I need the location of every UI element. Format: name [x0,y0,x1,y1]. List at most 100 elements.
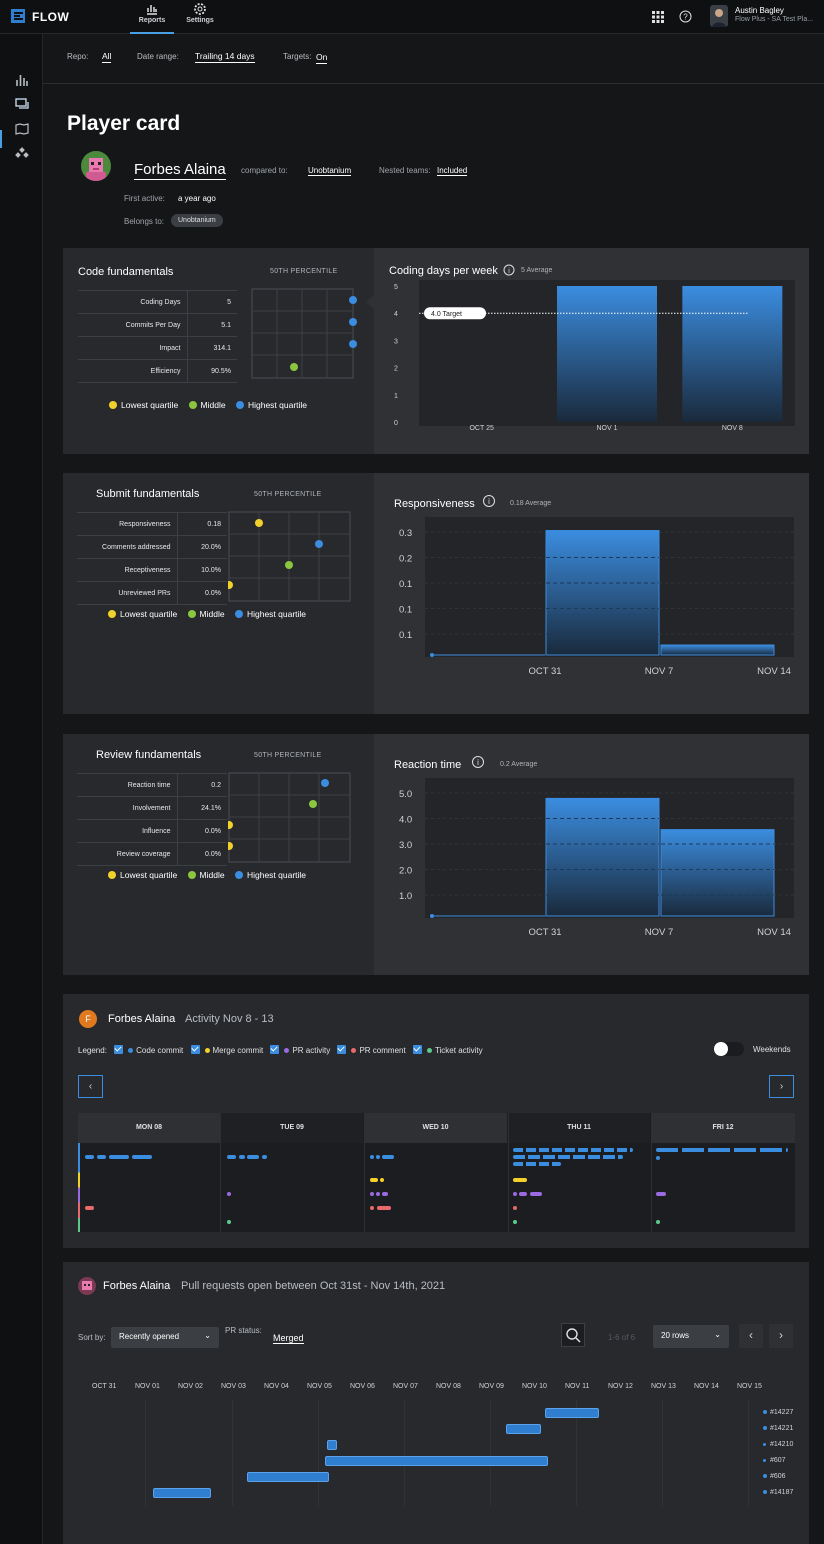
code-commit-mark[interactable] [262,1155,267,1159]
pr-label[interactable]: #14210 [763,1441,793,1448]
user-avatar[interactable] [710,5,728,27]
help-icon[interactable]: ? [679,10,692,23]
modules-icon[interactable] [14,146,30,162]
date-column-label: NOV 09 [479,1383,504,1390]
merge-commit-mark[interactable] [380,1178,384,1182]
submit-metrics-table: Responsiveness 0.18 Comments addressed 20.… [77,512,227,605]
pr-activity-mark[interactable] [376,1192,380,1196]
search-button[interactable] [561,1323,585,1347]
pr-activity-mark[interactable] [519,1192,527,1196]
pr-label[interactable]: #14221 [763,1425,793,1432]
date-column-label: NOV 04 [264,1383,289,1390]
code-commit-mark[interactable] [656,1156,660,1160]
map-icon[interactable] [14,121,30,137]
code-commit-mark[interactable] [109,1155,129,1159]
code-commit-mark[interactable] [85,1155,94,1159]
previous-page-button[interactable]: ‹ [739,1324,763,1348]
code-commit-mark[interactable] [247,1155,259,1159]
pr-bar[interactable] [327,1440,337,1450]
repo-filter[interactable]: All [102,51,112,63]
pr-activity-mark[interactable] [227,1192,231,1196]
pr-comment-mark[interactable] [513,1206,517,1210]
ticket-activity-mark[interactable] [513,1220,517,1224]
x-tick-label: NOV 1 [596,425,617,432]
code-commit-mark[interactable] [370,1155,374,1159]
info-icon[interactable]: i [471,755,485,769]
code-commit-mark[interactable] [227,1155,236,1159]
info-icon[interactable]: i [503,264,515,276]
quartile-dot [228,821,233,829]
nav-reports[interactable]: Reports [130,2,174,34]
metric-label: Impact [78,336,187,360]
pr-label[interactable]: #14187 [763,1489,793,1496]
pr-activity-mark[interactable] [513,1192,517,1196]
pr-bar[interactable] [325,1456,548,1466]
metric-value: 0.18 [176,512,227,536]
ticket-activity-mark[interactable] [227,1220,231,1224]
sort-by-select[interactable]: Recently opened ⌄ [111,1327,219,1348]
chat-icon[interactable] [14,96,30,112]
pr-comment-mark[interactable] [377,1206,391,1210]
targets-filter[interactable]: On [316,52,328,64]
date-range-filter[interactable]: Trailing 14 days [195,51,255,63]
code-commit-checkbox[interactable] [114,1045,124,1054]
ticket-activity-mark[interactable] [656,1220,660,1224]
metric-value: 5 [186,290,237,314]
pr-comment-checkbox[interactable] [337,1045,347,1054]
pr-status-value[interactable]: Merged [273,1333,304,1344]
team-badge[interactable]: Unobtanium [171,214,223,227]
merge-commit-checkbox[interactable] [190,1045,200,1054]
metric-value: 314.1 [186,336,237,360]
player-name[interactable]: Forbes Alaina [134,161,226,180]
next-week-button[interactable]: › [769,1075,794,1098]
code-commit-marks[interactable] [513,1162,561,1166]
svg-text:i: i [508,268,510,275]
pull-requests-panel: Forbes Alaina Pull requests open between… [63,1262,809,1544]
y-tick-label: 0.1 [399,630,412,641]
pr-activity-mark[interactable] [656,1192,666,1196]
pr-label[interactable]: #606 [763,1473,786,1480]
merge-commit-mark[interactable] [370,1178,378,1182]
pr-bar[interactable] [247,1472,329,1482]
user-name[interactable]: Austin Bagley [735,6,784,15]
weekends-toggle[interactable] [714,1042,744,1056]
pr-bar[interactable] [545,1408,599,1418]
y-tick-label: 4.0 [399,815,412,826]
user-org[interactable]: Flow Plus - SA Test Pla... [735,16,814,23]
code-commit-marks[interactable] [513,1155,623,1159]
code-commit-marks[interactable] [656,1148,788,1152]
pr-activity-checkbox[interactable] [270,1045,280,1054]
code-commit-mark[interactable] [376,1155,380,1159]
pr-label[interactable]: #14227 [763,1409,793,1416]
pr-label[interactable]: #607 [763,1457,786,1464]
table-row: Commits Per Day 5.1 [78,313,237,337]
quartile-dot [349,318,357,326]
code-commit-mark[interactable] [132,1155,152,1159]
pr-activity-mark[interactable] [382,1192,388,1196]
pr-comment-mark[interactable] [85,1206,94,1210]
pr-bar[interactable] [506,1424,541,1434]
pr-bar[interactable] [153,1488,211,1498]
next-page-button[interactable]: › [769,1324,793,1348]
bar-chart-icon[interactable] [14,72,30,88]
nested-teams-value[interactable]: Included [437,166,468,176]
info-icon[interactable]: i [482,494,496,508]
nav-settings[interactable]: Settings [178,2,222,24]
previous-week-button[interactable]: ‹ [78,1075,103,1098]
code-commit-mark[interactable] [239,1155,245,1159]
merge-commit-dot-icon [204,1048,210,1053]
pr-comment-mark[interactable] [370,1206,374,1210]
apps-grid-icon[interactable] [652,11,664,23]
merge-commit-mark[interactable] [513,1178,527,1182]
code-commit-mark[interactable] [97,1155,106,1159]
date-column-label: NOV 05 [307,1383,332,1390]
code-commit-marks[interactable] [513,1148,633,1152]
flow-logo-icon[interactable] [10,8,26,24]
pr-activity-mark[interactable] [530,1192,542,1196]
compared-to-value[interactable]: Unobtanium [308,166,352,176]
pr-activity-mark[interactable] [370,1192,374,1196]
rows-per-page-select[interactable]: 20 rows ⌄ [653,1325,729,1348]
code-commit-mark[interactable] [382,1155,394,1159]
chevron-down-icon: ⌄ [204,1331,211,1340]
ticket-activity-checkbox[interactable] [412,1045,422,1054]
